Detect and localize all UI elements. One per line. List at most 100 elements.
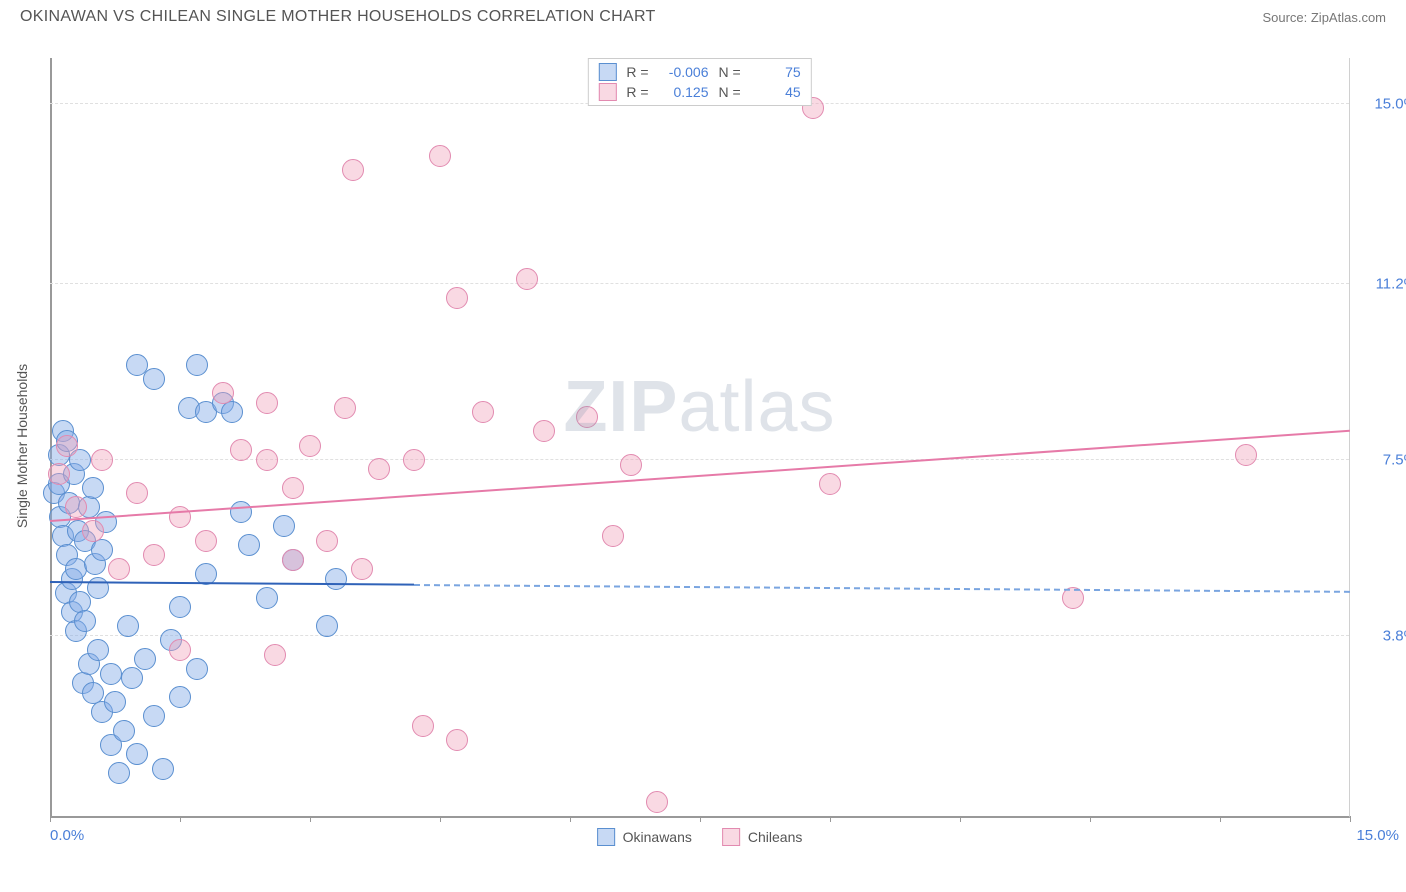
scatter-point [351, 558, 373, 580]
scatter-point [186, 658, 208, 680]
trend-line [414, 584, 1350, 593]
chart-title: OKINAWAN VS CHILEAN SINGLE MOTHER HOUSEH… [20, 8, 656, 26]
legend-item-okinawans: Okinawans [597, 828, 692, 846]
scatter-point [56, 435, 78, 457]
scatter-point [325, 568, 347, 590]
scatter-point [264, 644, 286, 666]
x-tick [1350, 816, 1351, 822]
scatter-point [334, 397, 356, 419]
x-tick [1090, 816, 1091, 822]
scatter-point [169, 686, 191, 708]
scatter-point [108, 762, 130, 784]
legend-swatch-okinawans [597, 828, 615, 846]
scatter-point [230, 501, 252, 523]
scatter-point [100, 663, 122, 685]
scatter-point [91, 449, 113, 471]
scatter-point [256, 449, 278, 471]
scatter-point [620, 454, 642, 476]
scatter-point [602, 525, 624, 547]
scatter-point [412, 715, 434, 737]
stats-legend: R = -0.006 N = 75 R = 0.125 N = 45 [587, 58, 811, 106]
scatter-point [342, 159, 364, 181]
stats-row-okinawans: R = -0.006 N = 75 [598, 63, 800, 81]
scatter-point [169, 506, 191, 528]
scatter-point [82, 520, 104, 542]
scatter-point [516, 268, 538, 290]
scatter-point [48, 463, 70, 485]
scatter-point [169, 596, 191, 618]
x-tick [960, 816, 961, 822]
scatter-point [221, 401, 243, 423]
legend-label-okinawans: Okinawans [623, 829, 692, 845]
x-tick [700, 816, 701, 822]
scatter-point [87, 639, 109, 661]
x-tick [50, 816, 51, 822]
r-label: R = [626, 64, 648, 80]
scatter-point [108, 558, 130, 580]
scatter-point [126, 482, 148, 504]
y-tick-label: 15.0% [1357, 95, 1406, 112]
y-tick-label: 7.5% [1357, 451, 1406, 468]
r-label: R = [626, 84, 648, 100]
x-tick [440, 816, 441, 822]
scatter-point [403, 449, 425, 471]
scatter-point [273, 515, 295, 537]
scatter-point [819, 473, 841, 495]
n-value-okinawans: 75 [751, 64, 801, 80]
y-axis-title: Single Mother Households [14, 364, 30, 528]
x-tick [1220, 816, 1221, 822]
scatter-point [65, 496, 87, 518]
scatter-point [121, 667, 143, 689]
scatter-point [104, 691, 126, 713]
scatter-point [152, 758, 174, 780]
scatter-point [533, 420, 555, 442]
legend-swatch-chileans [722, 828, 740, 846]
scatter-point [429, 145, 451, 167]
scatter-point [117, 615, 139, 637]
source-label: Source: ZipAtlas.com [1262, 10, 1386, 25]
scatter-point [576, 406, 598, 428]
scatter-point [282, 549, 304, 571]
legend-label-chileans: Chileans [748, 829, 802, 845]
scatter-point [74, 610, 96, 632]
gridline [50, 635, 1349, 636]
scatter-point [299, 435, 321, 457]
swatch-chileans [598, 83, 616, 101]
scatter-point [646, 791, 668, 813]
x-tick [180, 816, 181, 822]
watermark-rest: atlas [678, 367, 835, 447]
scatter-point [472, 401, 494, 423]
scatter-point [1235, 444, 1257, 466]
scatter-point [186, 354, 208, 376]
scatter-point [113, 720, 135, 742]
r-value-chileans: 0.125 [659, 84, 709, 100]
x-tick [830, 816, 831, 822]
scatter-plot: ZIPatlas R = -0.006 N = 75 R = 0.125 N =… [50, 58, 1350, 818]
scatter-point [126, 743, 148, 765]
scatter-point [143, 368, 165, 390]
scatter-point [169, 639, 191, 661]
bottom-legend: Okinawans Chileans [597, 828, 803, 846]
n-label: N = [719, 64, 741, 80]
scatter-point [446, 287, 468, 309]
y-tick-label: 3.8% [1357, 627, 1406, 644]
n-value-chileans: 45 [751, 84, 801, 100]
scatter-point [230, 439, 252, 461]
scatter-point [212, 382, 234, 404]
scatter-point [446, 729, 468, 751]
scatter-point [316, 615, 338, 637]
scatter-point [256, 392, 278, 414]
x-tick [310, 816, 311, 822]
swatch-okinawans [598, 63, 616, 81]
gridline [50, 283, 1349, 284]
scatter-point [134, 648, 156, 670]
y-tick-label: 11.2% [1357, 276, 1406, 293]
n-label: N = [719, 84, 741, 100]
x-axis-min-label: 0.0% [50, 827, 84, 844]
scatter-point [282, 477, 304, 499]
r-value-okinawans: -0.006 [659, 64, 709, 80]
x-axis-max-label: 15.0% [1356, 827, 1399, 844]
scatter-point [368, 458, 390, 480]
x-tick [570, 816, 571, 822]
scatter-point [91, 539, 113, 561]
